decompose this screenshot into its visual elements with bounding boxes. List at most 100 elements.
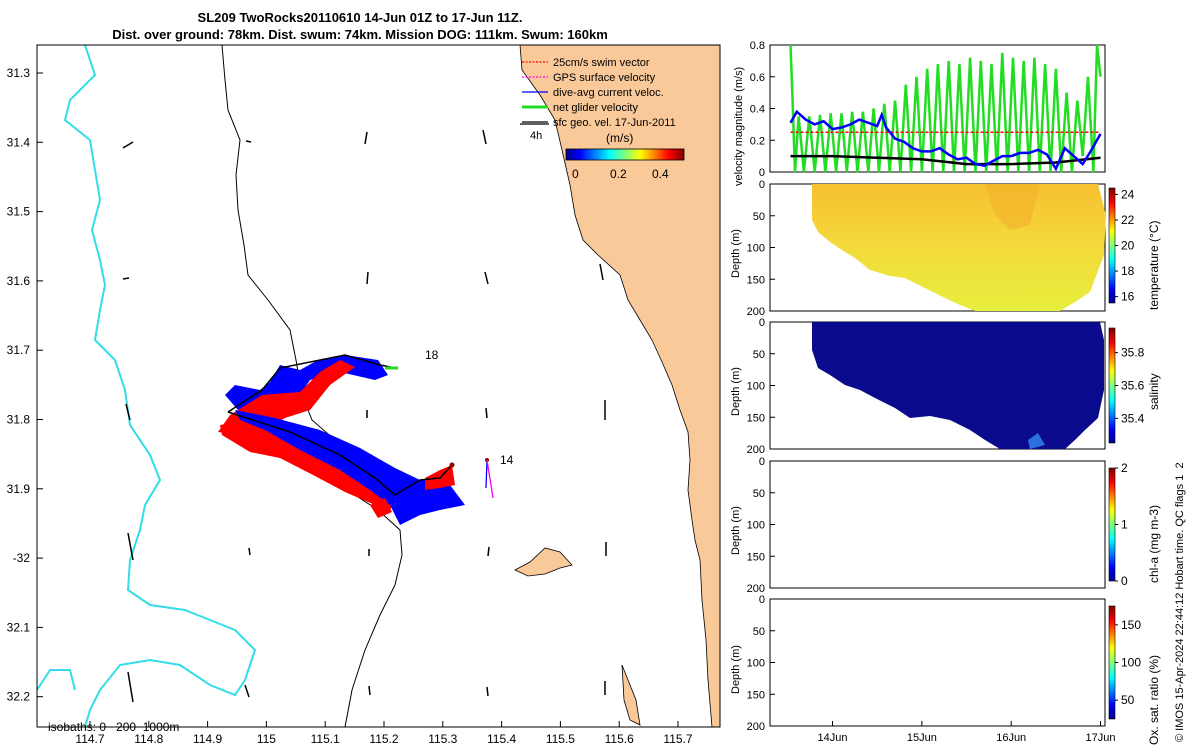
legend-entry: sfc geo. vel. 17-Jun-2011 <box>553 117 676 129</box>
colorbar-tick-label: 22 <box>1121 213 1135 227</box>
track-swim-vectors <box>370 498 392 518</box>
colorbar-tick-label: 2 <box>1121 461 1128 475</box>
map-x-tick-label: 115.3 <box>428 732 457 746</box>
depth-tick-label: 200 <box>747 721 765 733</box>
velocity-panel: 0 0.2 0.4 0.6 0.8 velocity magnitude (m/s) <box>733 40 1106 186</box>
scale-label: 4h <box>530 130 542 142</box>
depth-tick-label: 100 <box>747 243 765 255</box>
colorbar-tick: 0.4 <box>652 167 669 181</box>
depth-ylabel: Depth (m) <box>730 229 742 278</box>
map-x-tick-label: 115 <box>257 732 276 746</box>
depth-tick-label: 150 <box>747 551 765 563</box>
depth-ylabel: Depth (m) <box>730 645 742 694</box>
copyright-caption: © IMOS 15-Apr-2024 22:44:12 Hobart time.… <box>1174 462 1186 742</box>
map-panel: 114.7 114.8 114.9 115 115.1 115.2 115.3 115.4 11… <box>7 44 721 746</box>
chla-panel: 0 50 100 150 200 0 1 2 chl-a (mg m-3) Depth (m… <box>730 456 1161 595</box>
map-x-tick-label: 115.2 <box>369 732 398 746</box>
depth-tick-label: 150 <box>747 689 765 701</box>
velocity-y-tick-label: 0.2 <box>750 135 765 147</box>
map-x-tick-label: 115.5 <box>546 732 575 746</box>
depth-tick-label: 100 <box>747 381 765 393</box>
glider-position <box>449 462 455 468</box>
oxygen-panel: 0 50 100 150 200 14Jun 15Jun 16Jun 17Jun 50 100 1… <box>730 594 1161 745</box>
map-y-tick-label: 32.1 <box>7 620 31 634</box>
track-current-vectors <box>235 410 465 525</box>
annotation-day18: 18 <box>425 348 439 362</box>
colorbar-tick-label: 20 <box>1121 239 1135 253</box>
map-y-tick-label: 31.3 <box>7 66 31 80</box>
colorbar-tick-label: 18 <box>1121 264 1135 278</box>
map-legend: 25cm/s swim vector GPS surface velocity di… <box>522 57 676 129</box>
legend-entry: dive-avg current veloc. <box>553 87 664 99</box>
salinity-panel: 0 50 100 150 200 35.4 35.6 35.8 salinity Depth… <box>730 317 1161 456</box>
salinity-colorbar-label: salinity <box>1147 373 1161 410</box>
chart-title-line2: Dist. over ground: 78km. Dist. swum: 74k… <box>112 27 608 42</box>
island <box>514 547 573 577</box>
depth-tick-label: 150 <box>747 412 765 424</box>
colorbar-tick-label: 50 <box>1121 693 1135 707</box>
velocity-series-line <box>789 109 1102 172</box>
colorbar-tick: 0 <box>572 167 579 181</box>
depth-tick-label: 0 <box>759 594 765 606</box>
colorbar-tick-label: 35.6 <box>1121 379 1145 393</box>
depth-tick-label: 200 <box>747 306 765 318</box>
depth-ylabel: Depth (m) <box>730 506 742 555</box>
map-y-tick-label: 31.7 <box>7 343 31 357</box>
depth-tick-label: 50 <box>753 211 765 223</box>
colorbar-tick-label: 150 <box>1121 618 1141 632</box>
depth-tick-label: 200 <box>747 444 765 456</box>
date-tick-label: 15Jun <box>907 732 937 744</box>
colorbar-tick-label: 0 <box>1121 574 1128 588</box>
date-tick-label: 17Jun <box>1086 732 1116 744</box>
dive-avg-current-arrow <box>485 459 488 489</box>
map-y-tick-label: -32 <box>13 551 31 565</box>
depth-tick-label: 100 <box>747 658 765 670</box>
island <box>621 664 641 726</box>
isobath-1000m <box>63 45 257 727</box>
map-x-tick-label: 115.4 <box>487 732 516 746</box>
velocity-y-tick-label: 0.8 <box>750 40 765 52</box>
date-tick-label: 16Jun <box>996 732 1026 744</box>
colorbar-tick-label: 1 <box>1121 518 1128 532</box>
salinity-data-area <box>812 322 1104 449</box>
temperature-panel: 0 50 100 150 200 16 18 20 22 24 temperature (°C)… <box>730 179 1161 318</box>
isobaths-label: isobaths: 0 200 1000m <box>48 720 179 734</box>
colorbar-tick-label: 100 <box>1121 656 1141 670</box>
map-x-tick-label: 114.7 <box>75 732 104 746</box>
map-y-tick-label: 31.4 <box>7 135 31 149</box>
depth-tick-label: 50 <box>753 349 765 361</box>
temperature-colorbar-label: temperature (°C) <box>1147 221 1161 311</box>
map-y-tick-label: 31.9 <box>7 482 31 496</box>
velocity-y-tick-label: 0.4 <box>750 104 765 116</box>
oxygen-colorbar <box>1108 605 1116 720</box>
colorbar-tick-label: 35.4 <box>1121 411 1145 425</box>
velocity-series-line <box>790 154 1101 166</box>
legend-entry: GPS surface velocity <box>553 72 656 84</box>
velocity-series-line <box>789 44 1102 173</box>
chla-colorbar <box>1108 467 1116 582</box>
depth-tick-label: 50 <box>753 626 765 638</box>
land-mass <box>519 45 720 727</box>
depth-tick-label: 200 <box>747 583 765 595</box>
colorbar-tick-label: 24 <box>1121 187 1135 201</box>
map-y-tick-label: 31.6 <box>7 274 31 288</box>
map-x-tick-label: 115.7 <box>663 732 692 746</box>
depth-ylabel: Depth (m) <box>730 367 742 416</box>
annotation-day14: 14 <box>500 453 514 467</box>
colorbar-tick-label: 35.8 <box>1121 346 1145 360</box>
depth-tick-label: 0 <box>759 456 765 468</box>
depth-tick-label: 150 <box>747 274 765 286</box>
net-glider-track <box>227 354 396 413</box>
map-x-tick-label: 115.6 <box>605 732 634 746</box>
colorbar-unit-label: (m/s) <box>606 131 633 145</box>
track-swim-vectors <box>220 420 400 510</box>
map-x-axis: 114.7 114.8 114.9 115 115.1 115.2 115.3 115.4 11… <box>75 721 693 746</box>
oxygen-colorbar-label: Ox. sat. ratio (%) <box>1147 655 1161 745</box>
map-x-tick-label: 114.8 <box>134 732 163 746</box>
legend-entry: net glider velocity <box>553 102 638 114</box>
colorbar-tick-label: 16 <box>1121 290 1135 304</box>
map-y-axis: 31.3 31.4 31.5 31.6 31.7 31.8 31.9 -32 32.1 32.2 <box>7 66 43 704</box>
depth-tick-label: 50 <box>753 488 765 500</box>
velocity-y-tick-label: 0 <box>759 167 765 179</box>
